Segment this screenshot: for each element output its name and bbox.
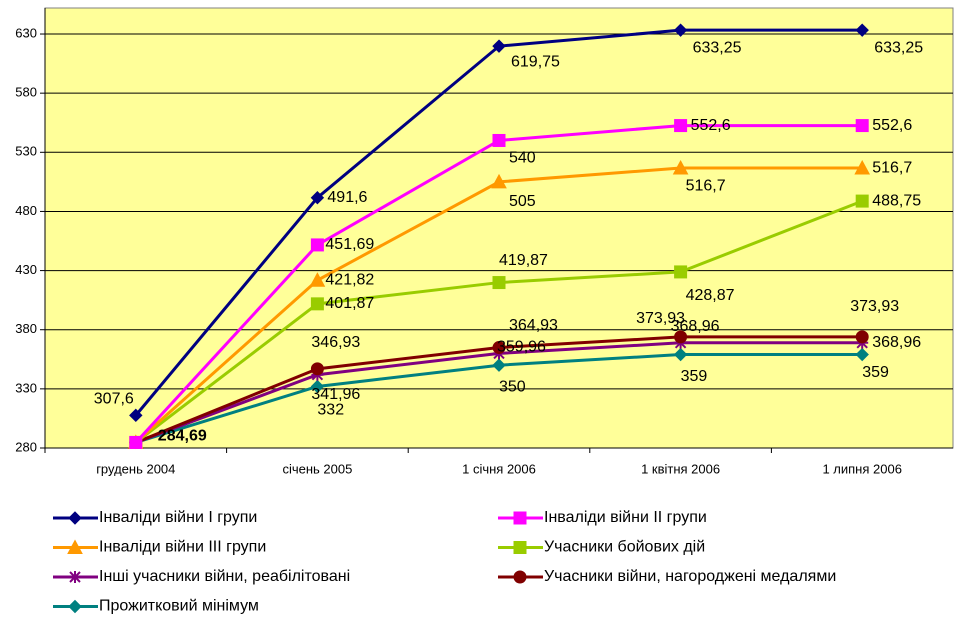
data-label: 359 [862, 364, 889, 381]
marker [129, 408, 143, 423]
data-label: 540 [509, 150, 536, 167]
data-label: 368,96 [671, 318, 720, 335]
marker [492, 276, 506, 290]
legend-label: Інші учасники війни, реабілітовані [99, 568, 350, 585]
y-tick-label: 530 [15, 144, 37, 159]
data-label: 488,75 [872, 192, 921, 209]
marker [492, 39, 506, 53]
x-tick-label: 1 січня 2006 [462, 461, 536, 476]
series [129, 119, 869, 449]
data-label: 359 [681, 368, 708, 385]
legend-entry: Прожитковий мінімум [53, 598, 259, 615]
data-label: 419,87 [499, 252, 548, 269]
x-tick-label: січень 2005 [282, 461, 352, 476]
data-label: 421,82 [325, 271, 374, 288]
x-tick-label: 1 липня 2006 [822, 461, 901, 476]
data-label: 552,6 [691, 117, 731, 134]
marker [492, 358, 506, 372]
data-label: 332 [317, 402, 344, 419]
data-label: 401,87 [325, 295, 374, 312]
marker [674, 119, 688, 133]
y-tick-label: 480 [15, 203, 37, 218]
marker [513, 511, 527, 525]
data-label: 491,6 [327, 189, 367, 206]
data-label: 505 [509, 193, 536, 210]
marker [855, 194, 869, 208]
y-tick-label: 580 [15, 85, 37, 100]
marker [69, 571, 81, 583]
data-label: 350 [499, 378, 526, 395]
data-label: 284,69 [158, 428, 207, 445]
legend-entry: Інваліди війни ІІ групи [498, 509, 707, 526]
marker [492, 133, 506, 147]
marker [491, 173, 507, 189]
data-label: 341,96 [311, 386, 360, 403]
marker [855, 23, 869, 37]
data-label: 307,6 [94, 391, 134, 408]
marker [310, 379, 325, 394]
data-label: 428,87 [686, 287, 735, 304]
marker [672, 159, 689, 175]
marker [310, 297, 324, 311]
legend-label: Інваліди війни ІІІ групи [99, 539, 266, 556]
y-tick-label: 280 [15, 439, 37, 454]
y-tick-label: 380 [15, 321, 37, 336]
data-label: 373,93 [850, 298, 899, 315]
data-label: 373,93 [636, 310, 685, 327]
data-label: 359,96 [497, 339, 546, 356]
data-label: 633,25 [693, 39, 742, 56]
legend-entry: Інваліди війни І групи [53, 509, 257, 526]
marker [674, 265, 688, 279]
legend-entry: Інваліди війни ІІІ групи [53, 539, 266, 556]
legend-label: Учасники війни, нагороджені медалями [544, 568, 836, 585]
x-tick-label: грудень 2004 [96, 461, 175, 476]
legend-label: Прожитковий мінімум [99, 598, 259, 615]
data-label: 552,6 [872, 117, 912, 134]
legend-label: Учасники бойових дій [544, 539, 705, 556]
marker [855, 330, 869, 344]
data-label: 516,7 [872, 159, 912, 176]
data-label: 346,93 [311, 334, 360, 351]
y-tick-label: 430 [15, 262, 37, 277]
marker [309, 272, 326, 287]
data-label: 368,96 [872, 334, 921, 351]
data-label: 633,25 [874, 39, 923, 56]
marker [855, 119, 869, 133]
marker [513, 570, 527, 584]
marker [492, 341, 506, 355]
legend-label: Інваліди війни І групи [99, 509, 257, 526]
x-tick-label: 1 квітня 2006 [641, 461, 720, 476]
marker [310, 238, 324, 252]
legend-entry: Інші учасники війни, реабілітовані [53, 568, 350, 585]
y-tick-label: 330 [15, 380, 37, 395]
data-label: 619,75 [511, 53, 560, 70]
marker [673, 23, 688, 37]
data-label: 516,7 [686, 177, 726, 194]
marker [855, 347, 869, 362]
marker [674, 330, 688, 344]
series [129, 194, 869, 449]
marker [513, 541, 527, 554]
legend-label: Інваліди війни ІІ групи [544, 509, 707, 526]
data-label: 364,93 [509, 317, 558, 334]
marker [67, 539, 83, 554]
marker [310, 362, 324, 376]
y-tick-label: 630 [15, 25, 37, 40]
marker [68, 511, 82, 525]
marker [673, 347, 688, 362]
marker [854, 159, 871, 175]
marker [129, 435, 143, 449]
legend-entry: Учасники війни, нагороджені медалями [498, 568, 836, 585]
legend-entry: Учасники бойових дій [498, 539, 705, 556]
marker [310, 191, 325, 205]
data-label: 451,69 [325, 236, 374, 253]
series [129, 23, 869, 423]
marker [68, 599, 82, 614]
